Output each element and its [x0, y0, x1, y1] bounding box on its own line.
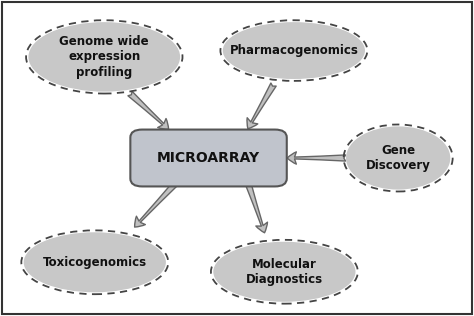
Text: Pharmacogenomics: Pharmacogenomics [229, 44, 358, 57]
Ellipse shape [346, 126, 450, 190]
Text: MICROARRAY: MICROARRAY [157, 151, 260, 165]
Ellipse shape [24, 232, 166, 292]
Ellipse shape [223, 22, 365, 79]
Text: Molecular
Diagnostics: Molecular Diagnostics [246, 258, 323, 286]
Ellipse shape [213, 242, 356, 302]
Ellipse shape [28, 22, 180, 92]
FancyBboxPatch shape [130, 130, 287, 186]
Text: Genome wide
expression
profiling: Genome wide expression profiling [59, 35, 149, 79]
Text: Toxicogenomics: Toxicogenomics [43, 256, 147, 269]
Text: Gene
Discovery: Gene Discovery [366, 144, 430, 172]
